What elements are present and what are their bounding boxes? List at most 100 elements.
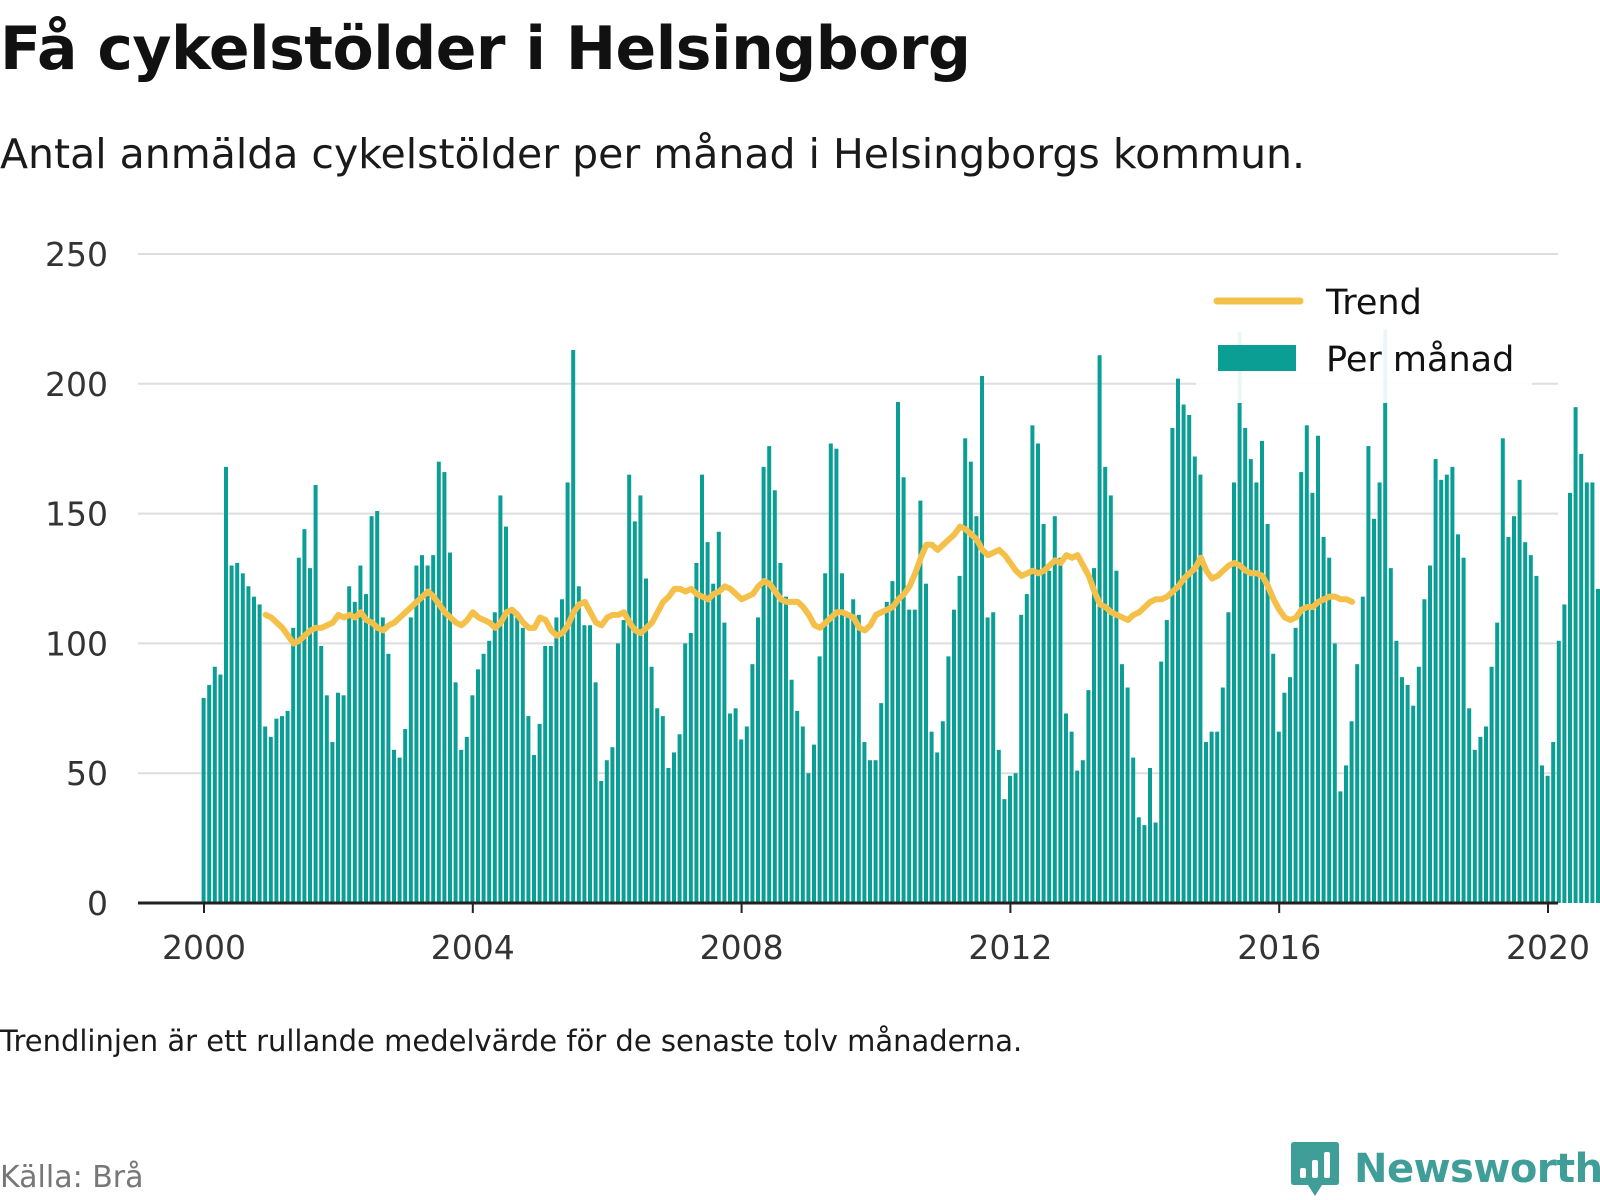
bar xyxy=(890,581,895,903)
bar xyxy=(330,742,335,903)
y-tick-label: 150 xyxy=(45,495,108,534)
bar xyxy=(537,723,542,903)
bar xyxy=(1489,666,1494,903)
x-tick-label: 2004 xyxy=(431,928,515,967)
bar xyxy=(1164,620,1169,903)
bar xyxy=(1428,565,1432,903)
bar xyxy=(884,601,889,903)
bar xyxy=(588,625,592,903)
bar xyxy=(1215,731,1220,903)
y-tick-label: 250 xyxy=(45,235,108,274)
bar xyxy=(1456,534,1460,903)
bar xyxy=(593,682,598,903)
y-axis-labels: 0 50 100 150 200 250 xyxy=(45,235,108,923)
bar xyxy=(812,744,816,903)
bar xyxy=(291,627,296,903)
bar xyxy=(761,466,766,903)
bar xyxy=(313,485,318,903)
bar xyxy=(1192,456,1197,903)
bar xyxy=(431,555,436,903)
bar xyxy=(638,495,643,903)
bar xyxy=(532,755,536,903)
bar xyxy=(1545,775,1550,903)
bar xyxy=(212,666,217,903)
bar xyxy=(201,697,206,903)
bar xyxy=(901,477,906,903)
bar xyxy=(347,586,352,903)
bar xyxy=(1131,757,1136,903)
bar xyxy=(341,695,346,903)
bar xyxy=(935,752,940,903)
bar xyxy=(1036,443,1040,903)
bar xyxy=(1041,523,1046,903)
bar xyxy=(627,474,632,903)
bar xyxy=(252,596,256,903)
bar xyxy=(408,617,413,903)
bar xyxy=(1008,775,1012,903)
bar xyxy=(705,542,710,903)
bar xyxy=(1596,588,1600,903)
bar xyxy=(604,760,609,903)
bar xyxy=(1125,687,1130,903)
bar xyxy=(795,710,800,903)
bar xyxy=(1422,599,1427,903)
bar xyxy=(1327,557,1332,903)
bar xyxy=(817,656,822,903)
bar xyxy=(224,466,228,903)
bar xyxy=(1433,459,1438,903)
bar xyxy=(1444,474,1449,903)
x-tick-label: 2016 xyxy=(1237,928,1321,967)
bar xyxy=(1069,731,1074,903)
bar xyxy=(733,708,738,903)
brand-name: Newsworthy xyxy=(1354,1146,1600,1192)
trend-line xyxy=(262,523,1355,647)
bar xyxy=(621,620,626,903)
bar xyxy=(1120,664,1124,903)
bar xyxy=(392,749,396,903)
bar xyxy=(302,529,307,903)
bar xyxy=(1271,653,1276,903)
bar xyxy=(784,596,788,903)
bar xyxy=(1024,594,1029,903)
bar xyxy=(1551,742,1556,903)
bar xyxy=(448,552,452,903)
bar xyxy=(571,350,576,903)
bar xyxy=(1523,542,1528,903)
x-tick-label: 2000 xyxy=(162,928,246,967)
bar xyxy=(504,526,508,903)
bar xyxy=(1013,773,1018,903)
bar xyxy=(952,609,956,903)
bar xyxy=(1002,799,1007,903)
bar xyxy=(873,760,878,903)
bar xyxy=(1461,557,1466,903)
bar xyxy=(683,643,688,903)
bar xyxy=(856,614,861,903)
bar xyxy=(319,646,324,903)
x-axis-labels: 2000200420082012201620202023 xyxy=(162,928,1590,967)
bar xyxy=(576,586,581,903)
bar xyxy=(498,495,503,903)
bar xyxy=(834,448,839,903)
bar xyxy=(207,684,212,903)
bar xyxy=(487,640,492,903)
bar xyxy=(711,583,716,903)
bar xyxy=(280,716,284,903)
bar xyxy=(1148,768,1152,903)
x-tick-label: 2012 xyxy=(968,928,1052,967)
bar xyxy=(1288,677,1292,903)
bar xyxy=(862,742,867,903)
bar xyxy=(1092,568,1096,903)
x-tick-label: 2020 xyxy=(1506,928,1590,967)
bar xyxy=(1019,614,1024,903)
bar xyxy=(644,578,648,903)
bar xyxy=(380,617,385,903)
chart: 0 50 100 150 200 250 2000 2004 2008 2012 2016 2020… xyxy=(45,235,1600,967)
bar xyxy=(968,461,973,903)
bar xyxy=(509,612,514,903)
bar xyxy=(1478,736,1483,903)
bar xyxy=(560,599,564,903)
bar xyxy=(1243,427,1248,903)
bar xyxy=(1579,453,1584,903)
bar xyxy=(716,531,721,903)
bar xyxy=(268,736,273,903)
